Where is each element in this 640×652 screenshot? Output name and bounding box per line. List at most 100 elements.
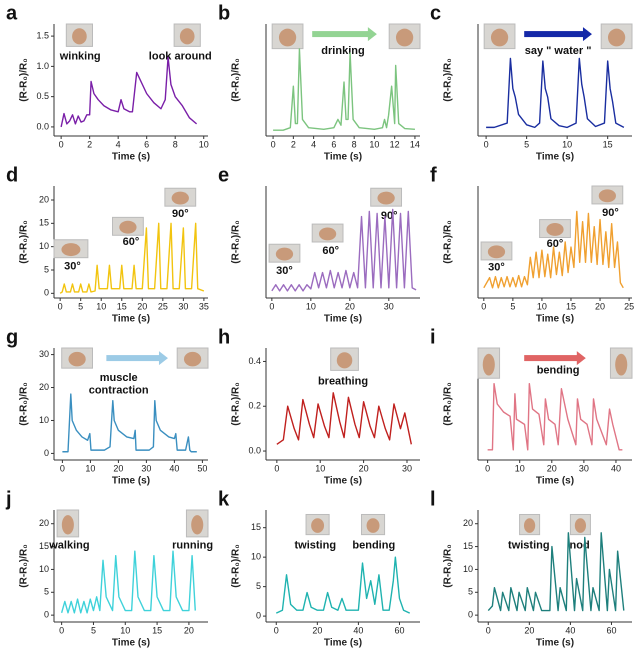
x-tick-label: 2 (291, 139, 296, 149)
x-tick-label: 0 (59, 625, 64, 635)
panel: i (R-R₀)/R₀ Time (s) 0 10 20 30 40 bending (430, 326, 633, 487)
panel: a (R-R₀)/R₀ Time (s) 0 2 4 6 8 10 0.0 0.5 1.0 1.5 win… (6, 2, 212, 162)
photo-subject (366, 518, 380, 533)
photo-subject (598, 189, 616, 203)
arrow-body (524, 31, 584, 38)
photo-subject (318, 227, 337, 241)
photo-subject (482, 353, 495, 376)
x-tick-label: 10 (537, 301, 547, 311)
photo-subject (311, 518, 325, 533)
x-tick-label: 12 (390, 139, 400, 149)
x-tick-label: 20 (524, 625, 534, 635)
x-tick-label: 15 (603, 139, 613, 149)
x-tick-label: 30 (141, 463, 151, 473)
x-tick-label: 35 (199, 301, 209, 311)
x-axis-label: Time (s) (112, 314, 150, 325)
y-axis-label: (R-R₀)/R₀ (443, 382, 454, 425)
x-axis-label: Time (s) (536, 476, 574, 487)
photo-subject (546, 223, 564, 236)
x-tick-label: 10 (120, 625, 130, 635)
photo-subject (574, 518, 587, 533)
arrow-body (106, 355, 160, 362)
x-tick-label: 0 (481, 301, 486, 311)
panel-letter: k (218, 488, 230, 510)
x-tick-label: 60 (606, 625, 616, 635)
y-tick-label: 0.0 (36, 121, 49, 131)
y-axis-label: (R-R₀)/R₀ (231, 544, 242, 587)
y-tick-label: 0.2 (248, 401, 261, 411)
panel-letter: d (6, 164, 18, 186)
photo-subject (615, 353, 628, 376)
x-tick-label: 0 (271, 139, 276, 149)
y-tick-label: 10 (39, 241, 49, 251)
panel: d (R-R₀)/R₀ Time (s) 0 5 10 15 20 25 30 35 0 5 10 15 20… (6, 164, 209, 324)
x-tick-label: 0 (274, 625, 279, 635)
x-axis-label: Time (s) (536, 314, 574, 325)
photo-subject (61, 243, 81, 257)
x-tick-label: 5 (510, 301, 515, 311)
x-tick-label: 0 (274, 463, 279, 473)
x-tick-label: 20 (312, 625, 322, 635)
x-tick-label: 10 (199, 139, 209, 149)
photo-subject (377, 191, 395, 205)
signal-line (487, 382, 623, 451)
panel: g (R-R₀)/R₀ Time (s) 0 10 20 30 40 50 0 10 20 30 musc… (6, 326, 209, 487)
x-tick-label: 50 (197, 463, 207, 473)
x-tick-label: 40 (611, 463, 621, 473)
photo-subject (278, 28, 297, 47)
signal-line (483, 210, 624, 289)
y-tick-label: 0 (44, 610, 49, 620)
panel: l (R-R₀)/R₀ Time (s) 0 20 40 60 0 5 10 15 20 twistin… (430, 488, 632, 649)
x-tick-label: 0 (269, 301, 274, 311)
y-tick-label: 15 (463, 541, 473, 551)
x-tick-label: 10 (562, 139, 572, 149)
panel-letter: c (430, 2, 441, 24)
x-tick-label: 30 (178, 301, 188, 311)
panel: j (R-R₀)/R₀ Time (s) 0 5 10 15 20 0 5 10 15 20 walkin… (5, 488, 213, 648)
annotation: look around (149, 50, 212, 62)
annotation: 60° (547, 238, 564, 250)
x-tick-label: 30 (384, 301, 394, 311)
photo-subject (336, 352, 353, 369)
annotation: drinking (321, 45, 364, 57)
signal-line (275, 556, 411, 614)
annotation: 60° (322, 245, 339, 257)
photo-subject (68, 351, 86, 367)
y-tick-label: 0.4 (248, 356, 261, 366)
x-tick-label: 15 (566, 301, 576, 311)
y-tick-label: 0 (44, 448, 49, 458)
y-tick-label: 0 (44, 288, 49, 298)
y-tick-label: 10 (39, 415, 49, 425)
x-tick-label: 25 (624, 301, 634, 311)
x-tick-label: 4 (311, 139, 316, 149)
x-tick-label: 60 (394, 625, 404, 635)
x-tick-label: 10 (85, 463, 95, 473)
x-tick-label: 10 (515, 463, 525, 473)
photo-subject (61, 515, 74, 535)
arrow-head (367, 27, 377, 42)
x-tick-label: 0 (59, 139, 64, 149)
panel-letter: j (5, 488, 12, 510)
signal-line (487, 532, 625, 612)
y-tick-label: 20 (39, 194, 49, 204)
panel: h (R-R₀)/R₀ Time (s) 0 10 20 30 0.0 0.2 0.4 breath… (218, 326, 420, 487)
x-tick-label: 40 (353, 625, 363, 635)
signal-line (60, 550, 196, 614)
x-tick-label: 40 (565, 625, 575, 635)
x-tick-label: 20 (113, 463, 123, 473)
x-tick-label: 14 (410, 139, 420, 149)
y-axis-label: (R-R₀)/R₀ (19, 220, 30, 263)
panel: f (R-R₀)/R₀ Time (s) 0 5 10 15 20 25 30° 60° 90° (430, 164, 634, 324)
photo-subject (487, 245, 506, 259)
x-tick-label: 20 (184, 625, 194, 635)
photo-subject (183, 351, 202, 367)
x-axis-label: Time (s) (112, 476, 150, 487)
panel-letter: b (218, 2, 230, 24)
y-axis-label: (R-R₀)/R₀ (443, 220, 454, 263)
y-axis-label: (R-R₀)/R₀ (443, 544, 454, 587)
x-axis-label: Time (s) (536, 638, 574, 649)
photo-subject (119, 220, 137, 234)
x-tick-label: 0 (485, 463, 490, 473)
signal-line (276, 392, 413, 445)
y-axis-label: (R-R₀)/R₀ (443, 58, 454, 101)
